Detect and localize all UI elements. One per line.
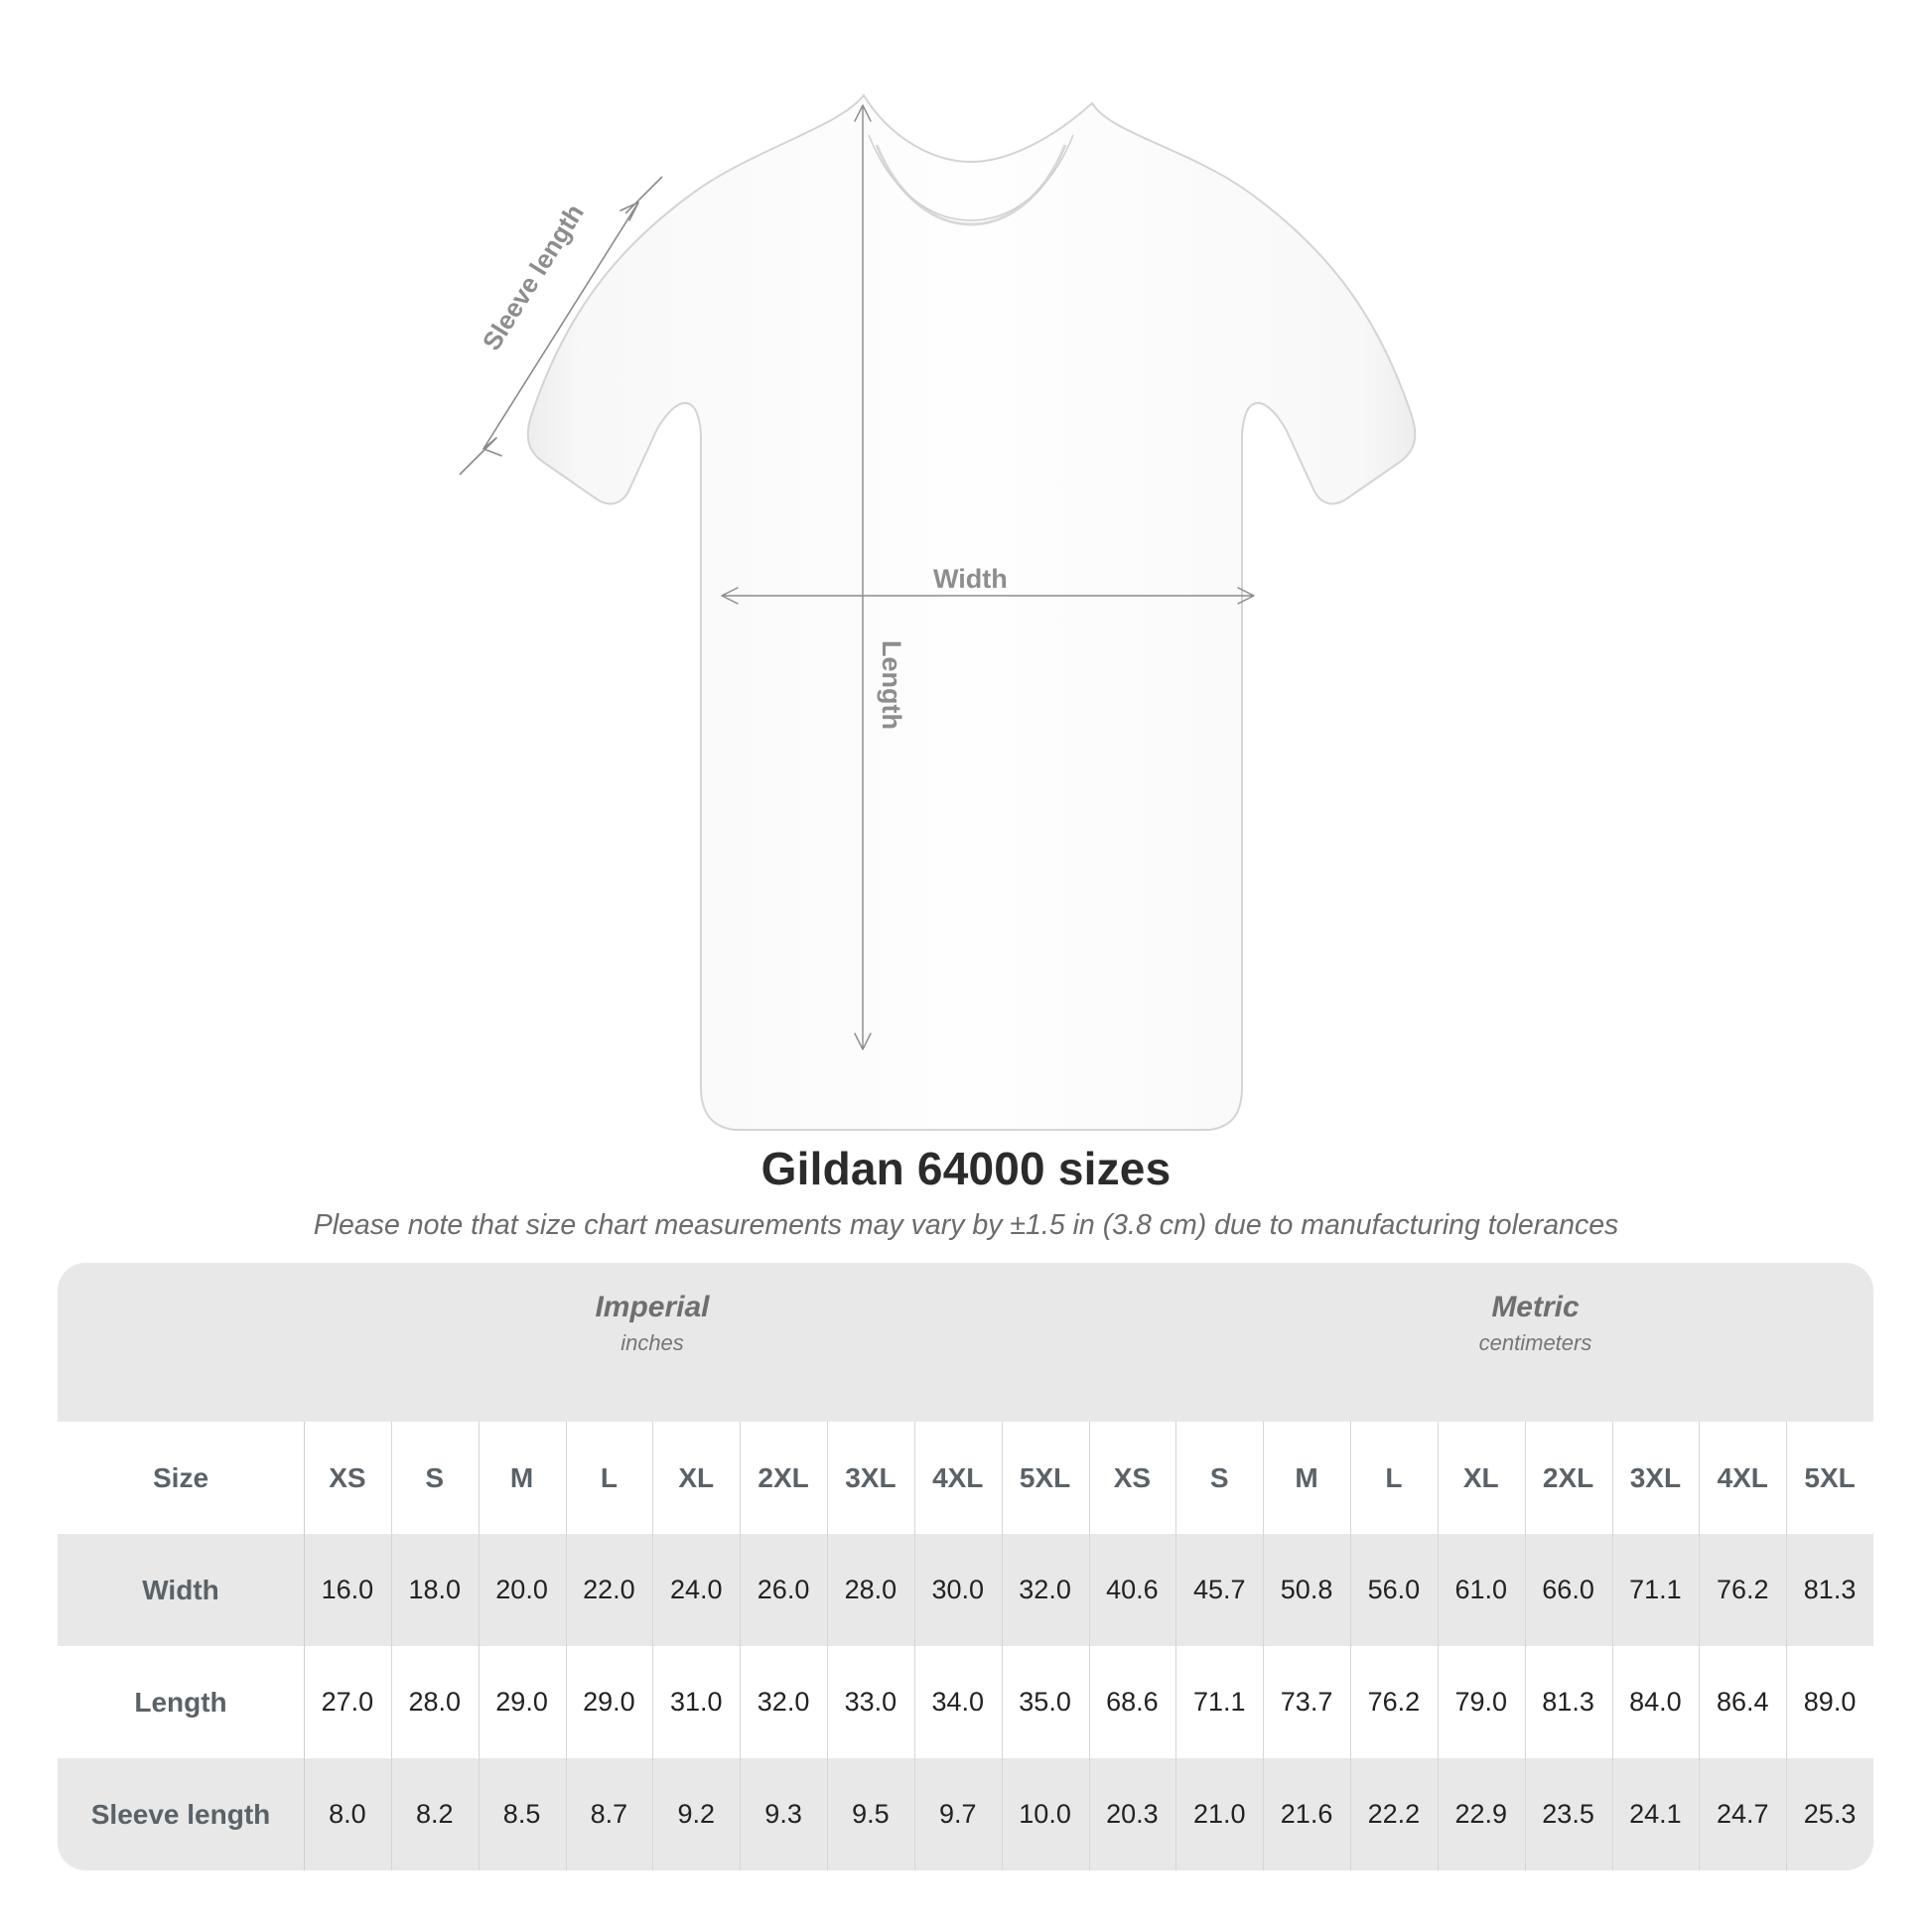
svg-text:Width: Width [933, 564, 1008, 594]
svg-text:Length: Length [877, 640, 906, 730]
svg-text:Sleeve length: Sleeve length [477, 199, 590, 355]
